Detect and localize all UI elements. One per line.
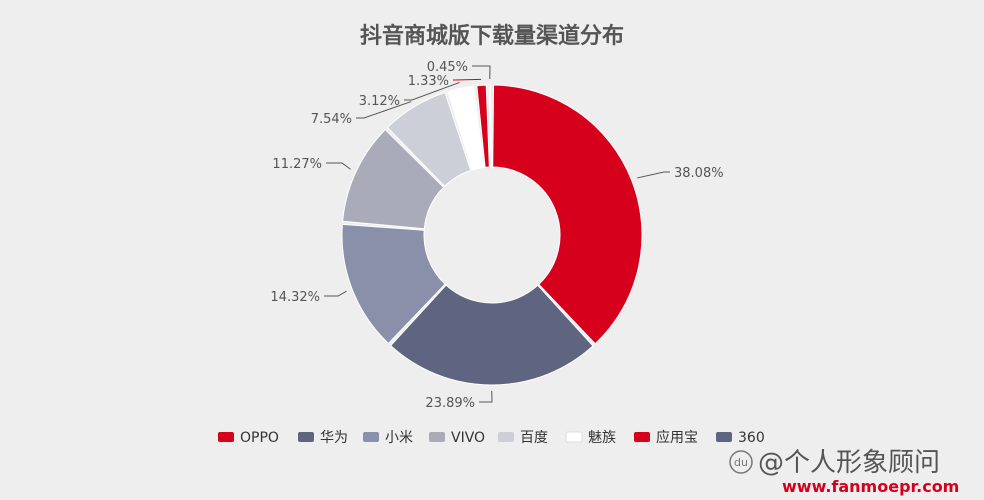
data-label-百度: 7.54%	[311, 112, 352, 127]
legend-swatch-魅族	[565, 431, 583, 443]
leader-小米	[324, 290, 347, 297]
legend-label-百度: 百度	[520, 430, 548, 446]
data-label-小米: 14.32%	[270, 290, 320, 305]
watermark-url: www.fanmoepr.com	[782, 477, 959, 496]
slice-OPPO	[492, 84, 643, 345]
data-label-VIVO: 11.27%	[272, 157, 322, 172]
data-label-OPPO: 38.08%	[674, 166, 724, 181]
leader-百度	[356, 101, 412, 119]
slice-小米	[341, 223, 446, 345]
leader-VIVO	[326, 162, 351, 170]
baidu-badge-icon	[729, 450, 753, 474]
legend-swatch-360	[716, 432, 732, 442]
baidu-badge-text: du	[734, 456, 748, 469]
legend-swatch-华为	[298, 432, 314, 442]
data-label-360: 0.45%	[427, 60, 468, 75]
leader-OPPO	[637, 171, 670, 179]
legend: OPPO 华为 小米 VIVO 百度 魅族 应用宝 360	[218, 429, 765, 446]
legend-label-360: 360	[738, 430, 765, 446]
slice-百度	[386, 91, 472, 187]
legend-swatch-OPPO	[218, 432, 234, 442]
watermark: du @个人形象顾问 www.fanmoepr.com	[729, 448, 959, 496]
leader-360	[472, 65, 491, 80]
legend-label-OPPO: OPPO	[240, 430, 279, 446]
slice-应用宝	[476, 84, 490, 168]
slice-华为	[389, 284, 594, 386]
leader-魅族	[404, 81, 460, 101]
data-label-魅族: 3.12%	[359, 94, 400, 109]
data-labels: 38.08% 23.89% 14.32% 11.27% 7.54% 3.12% 1.33%0…	[270, 60, 723, 411]
legend-label-小米: 小米	[385, 430, 413, 446]
leader-华为	[479, 390, 493, 403]
legend-swatch-百度	[498, 432, 514, 442]
watermark-author: @个人形象顾问	[758, 448, 940, 478]
legend-label-VIVO: VIVO	[451, 430, 485, 446]
legend-swatch-VIVO	[429, 432, 445, 442]
data-label-华为: 23.89%	[425, 396, 475, 411]
legend-label-魅族: 魅族	[588, 430, 616, 446]
chart-title: 抖音商城版下载量渠道分布	[360, 23, 624, 49]
slice-360	[488, 84, 492, 168]
legend-label-华为: 华为	[320, 430, 348, 446]
legend-label-应用宝: 应用宝	[656, 429, 698, 446]
legend-swatch-小米	[363, 432, 379, 442]
slices	[341, 84, 643, 386]
leader-lines	[324, 65, 670, 403]
slice-魅族	[447, 85, 485, 171]
slice-VIVO	[342, 128, 445, 230]
data-label-应用宝: 1.33%	[408, 74, 449, 89]
legend-swatch-应用宝	[634, 432, 650, 442]
leader-应用宝	[453, 78, 482, 81]
